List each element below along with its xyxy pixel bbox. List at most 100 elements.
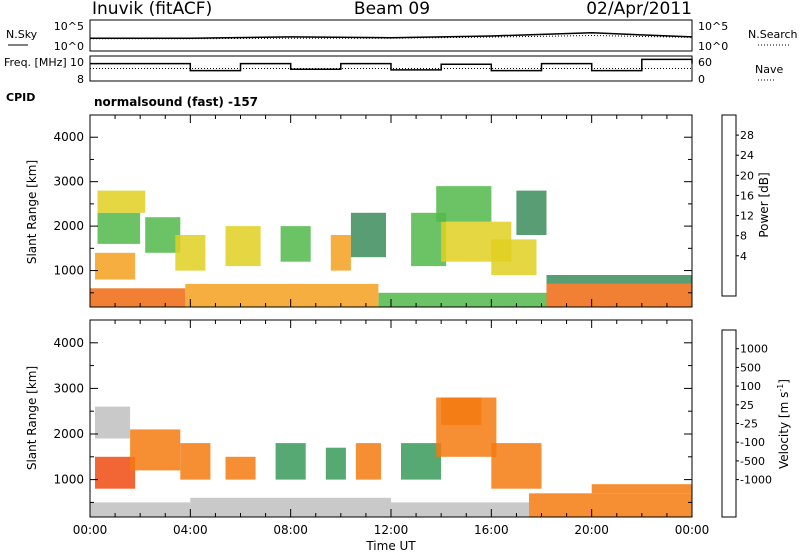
velocity-scatter-region — [190, 497, 391, 517]
noise-right-label: N.Search — [748, 28, 798, 41]
velocity-colorbar-label: Velocity [m s-1] — [776, 379, 791, 469]
velocity-colorbar-tick: -100 — [740, 436, 765, 449]
freq-right-label: Nave — [755, 63, 783, 76]
velocity-colorbar-tick: 25 — [740, 399, 754, 412]
velocity-colorbar-frame — [721, 329, 737, 518]
velocity-scatter-region — [591, 484, 692, 494]
noise-right-tick-top: 10^5 — [698, 20, 728, 33]
velocity-ytick-label: 2000 — [53, 427, 84, 441]
power-scatter-region — [491, 239, 537, 275]
power-colorbar-tick: 8 — [740, 230, 747, 243]
velocity-scatter-region — [130, 429, 181, 471]
power-colorbar-tick: 16 — [740, 189, 754, 202]
freq-left-tick-top: 10 — [70, 56, 84, 69]
power-colorbar-tick: 28 — [740, 129, 754, 142]
velocity-ytick-label: 1000 — [53, 473, 84, 487]
velocity-scatter-region — [95, 406, 131, 439]
power-scatter-region — [280, 226, 311, 262]
power-scatter-region — [95, 252, 136, 280]
velocity-colorbar-tick: -500 — [740, 455, 765, 468]
velocity-scatter-region — [275, 443, 306, 480]
noise-left-tick-bottom: 10^0 — [54, 40, 84, 53]
velocity-colorbar-label-main: Velocity [m s — [777, 392, 791, 469]
noise-panel-frame — [89, 19, 693, 52]
velocity-xlabel: Time UT — [365, 539, 416, 553]
power-colorbar-tick: 12 — [740, 210, 754, 223]
velocity-scatter-region — [95, 456, 136, 489]
velocity-xtick-label: 20:00 — [574, 523, 609, 537]
velocity-scatter-region — [529, 493, 692, 517]
power-colorbar-tick: 20 — [740, 169, 754, 182]
velocity-colorbar-tick: -25 — [740, 418, 758, 431]
velocity-xtick-label: 04:00 — [173, 523, 208, 537]
beam-title: Beam 09 — [354, 0, 430, 19]
power-colorbar-frame — [721, 114, 737, 297]
freq-right-tick-top: 60 — [698, 56, 712, 69]
velocity-scatter-region — [355, 443, 381, 480]
power-ylabel: Slant Range [km] — [25, 160, 39, 264]
noise-series-sky — [90, 32, 693, 39]
power-ytick-label: 1000 — [53, 264, 84, 278]
velocity-colorbar-tick: 1000 — [740, 343, 768, 356]
noise-left-tick-top: 10^5 — [54, 20, 84, 33]
velocity-scatter-region — [401, 443, 442, 480]
velocity-scatter-region — [225, 456, 256, 480]
velocity-scatter-region — [325, 447, 346, 480]
power-scatter-region — [90, 288, 186, 307]
power-scatter-region — [97, 212, 141, 244]
noise-right-tick-bottom: 10^0 — [698, 40, 728, 53]
freq-left-tick-bottom: 8 — [77, 73, 84, 86]
power-colorbar-label: Power [dB] — [757, 172, 771, 237]
power-scatter-region — [330, 235, 351, 271]
power-panel: 1000 2000 3000 4000 Slant Range [km] 28 24 20… — [25, 114, 771, 308]
power-ytick-label: 3000 — [53, 175, 84, 189]
velocity-ytick-label: 4000 — [53, 336, 84, 350]
velocity-scatter-region — [491, 443, 542, 489]
velocity-scatter-region — [441, 397, 482, 425]
velocity-colorbar-tick: 500 — [740, 361, 761, 374]
power-scatter-region — [378, 292, 547, 307]
noise-panel: N.Sky 10^5 10^0 10^5 10^0 N.Search — [6, 19, 798, 53]
power-scatter-region — [175, 235, 206, 271]
power-scatter-region — [546, 283, 692, 307]
date-title: 02/Apr/2011 — [586, 0, 692, 19]
station-title: Inuvik (fitACF) — [92, 0, 212, 19]
velocity-xtick-label: 00:00 — [73, 523, 108, 537]
power-scatter-region — [145, 217, 181, 253]
noise-left-label: N.Sky — [6, 28, 38, 41]
velocity-colorbar: 1000 500 100 25 -25 -100 -500 -1000 — [721, 329, 772, 518]
velocity-xtick-label: 12:00 — [374, 523, 409, 537]
power-scatter-region — [350, 212, 386, 258]
velocity-ytick-label: 3000 — [53, 381, 84, 395]
power-scatter-region — [185, 283, 379, 307]
velocity-xtick-label: 16:00 — [474, 523, 509, 537]
velocity-xtick-label: 00:00 — [675, 523, 710, 537]
power-scatter-region — [225, 226, 261, 267]
power-scatter-region — [546, 275, 692, 284]
velocity-ylabel: Slant Range [km] — [25, 366, 39, 470]
power-colorbar-tick: 4 — [740, 250, 747, 263]
frequency-panel: Freq. [MHz] 10 8 60 0 Nave — [4, 55, 783, 86]
power-colorbar: 28 24 20 16 12 8 4 — [721, 114, 754, 297]
velocity-panel: 1000 2000 3000 4000 00:00 04:00 08:00 12:00 16:0… — [25, 319, 791, 553]
cpid-value: normalsound (fast) -157 — [94, 95, 258, 109]
power-scatter-region — [436, 186, 492, 222]
power-scatter-region — [97, 190, 146, 213]
cpid-label: CPID — [6, 91, 35, 104]
noise-series-search — [90, 34, 693, 40]
power-scatter-region — [516, 190, 547, 235]
power-ytick-label: 4000 — [53, 130, 84, 144]
freq-series — [90, 58, 693, 72]
freq-right-tick-bottom: 0 — [698, 73, 705, 86]
power-colorbar-tick: 24 — [740, 149, 754, 162]
freq-left-label: Freq. [MHz] — [4, 56, 67, 69]
velocity-colorbar-tick: -1000 — [740, 474, 772, 487]
velocity-colorbar-label-sup: -1 — [776, 384, 785, 392]
velocity-colorbar-label-end: ] — [777, 379, 791, 384]
velocity-scatter-region — [391, 502, 529, 517]
velocity-colorbar-tick: 100 — [740, 380, 761, 393]
power-ytick-label: 2000 — [53, 219, 84, 233]
velocity-scatter-region — [180, 443, 211, 480]
velocity-xtick-label: 08:00 — [273, 523, 308, 537]
